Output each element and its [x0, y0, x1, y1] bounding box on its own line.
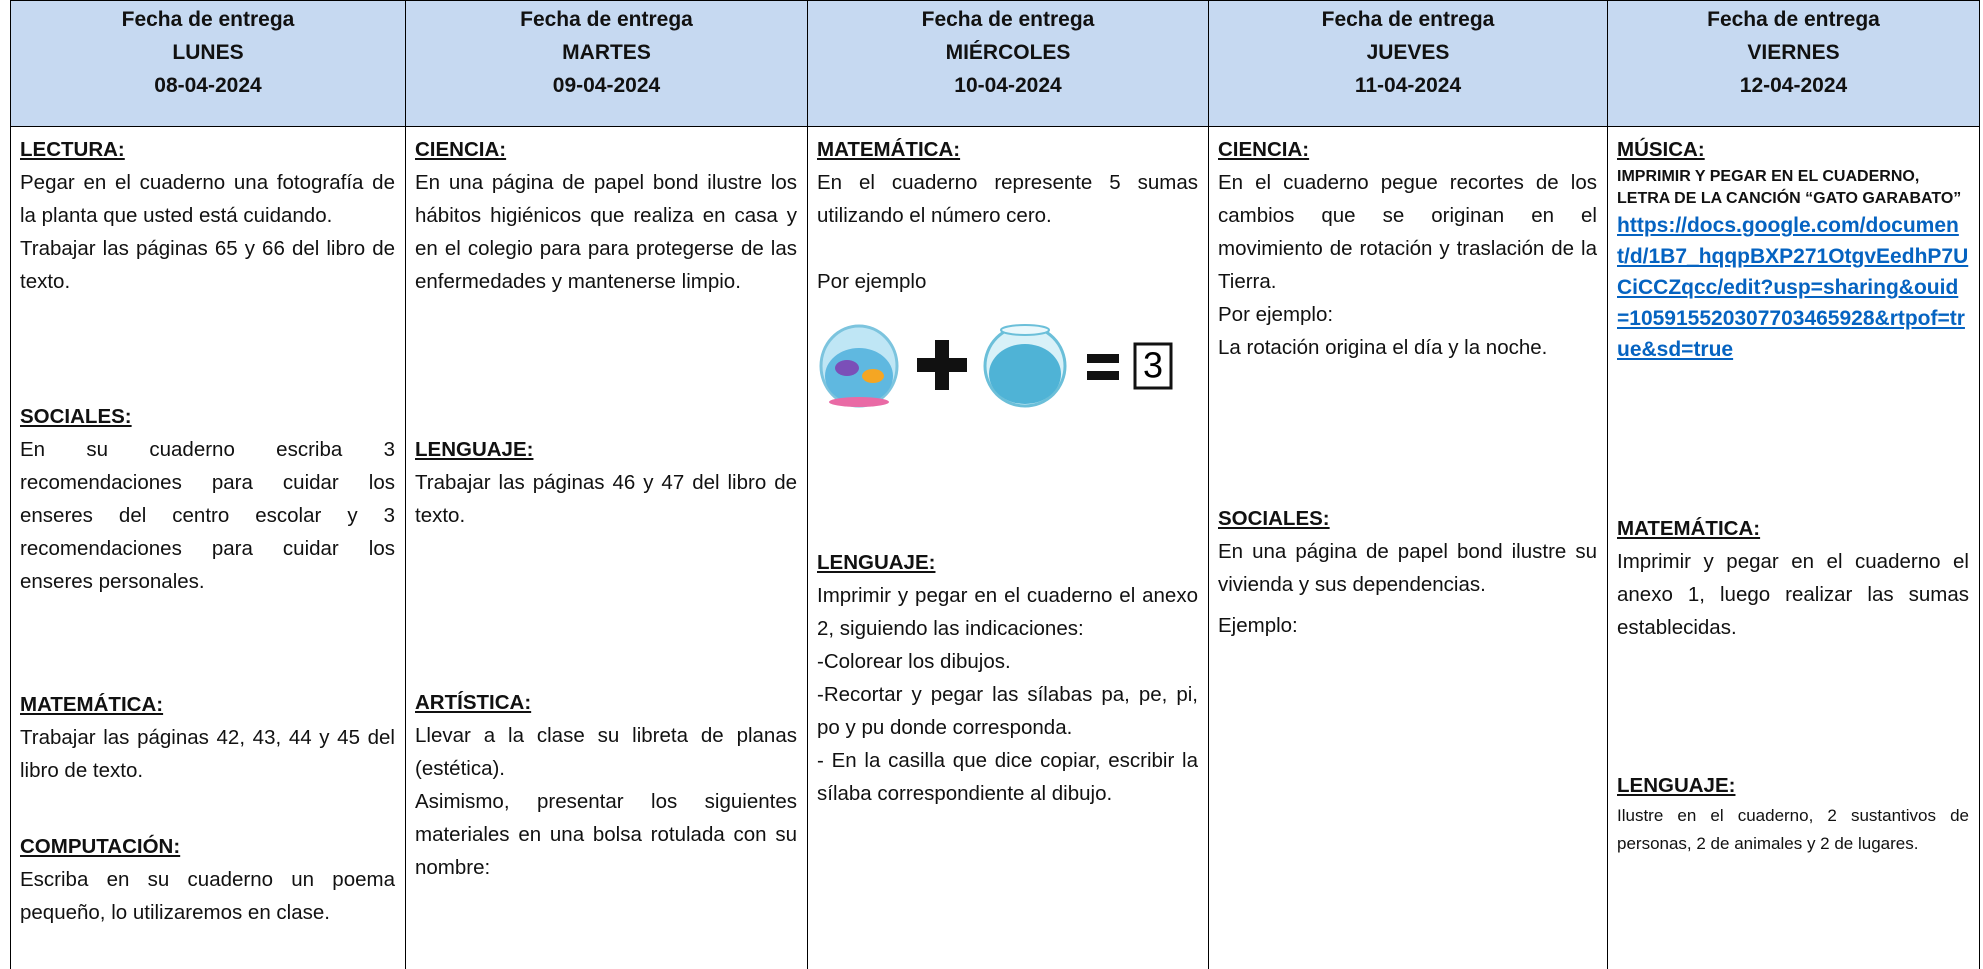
section-title: MÚSICA: — [1617, 138, 1705, 161]
paragraph: IMPRIMIR Y PEGAR EN EL CUADERNO, LETRA D… — [1617, 168, 1962, 207]
section-title: SOCIALES: — [1218, 507, 1330, 530]
section: SOCIALES: En su cuaderno escriba 3 recom… — [20, 400, 395, 598]
section: MATEMÁTICA: Imprimir y pegar en el cuade… — [1617, 512, 1969, 644]
section-title: LENGUAJE: — [1617, 774, 1736, 797]
section: CIENCIA: En una página de papel bond ilu… — [415, 133, 797, 298]
section: SOCIALES: En una página de papel bond il… — [1218, 502, 1597, 642]
section: MATEMÁTICA: Trabajar las páginas 42, 43,… — [20, 688, 395, 787]
header-day: JUEVES — [1366, 41, 1450, 64]
section-title: LECTURA: — [20, 138, 125, 161]
column-header: Fecha de entrega VIERNES 12-04-2024 — [1608, 0, 1979, 127]
header-label: Fecha de entrega — [520, 8, 693, 31]
column-header: Fecha de entrega JUEVES 11-04-2024 — [1209, 0, 1607, 127]
section: MÚSICA: IMPRIMIR Y PEGAR EN EL CUADERNO,… — [1617, 133, 1969, 365]
paragraph: Por ejemplo — [817, 270, 927, 293]
empty-fishbowl — [983, 324, 1067, 408]
section-title: LENGUAJE: — [817, 551, 936, 574]
section: ARTÍSTICA: Llevar a la clase su libreta … — [415, 686, 797, 884]
section: LENGUAJE: Ilustre en el cuaderno, 2 sust… — [1617, 769, 1969, 858]
header-day: LUNES — [172, 41, 244, 64]
paragraph: En el cuaderno pegue recortes de los cam… — [1218, 171, 1597, 293]
section: LECTURA: Pegar en el cuaderno una fotogr… — [20, 133, 395, 298]
section-title: MATEMÁTICA: — [20, 693, 164, 716]
paragraph: Escriba en su cuaderno un poema pequeño,… — [20, 868, 395, 924]
paragraph: Ilustre en el cuaderno, 2 sustantivos de… — [1617, 806, 1969, 853]
header-date: 12-04-2024 — [1739, 74, 1848, 97]
paragraph: Asimismo, presentar los siguientes mater… — [415, 790, 797, 879]
paragraph: En su cuaderno escriba 3 recomendaciones… — [20, 438, 395, 593]
header-label: Fecha de entrega — [121, 8, 295, 31]
paragraph: Imprimir y pegar en el cuaderno el anexo… — [1617, 550, 1969, 639]
column: Fecha de entrega MARTES 09-04-2024 CIENC… — [405, 0, 807, 969]
fishbowl-with-fish — [819, 324, 899, 408]
header-day: MARTES — [562, 41, 651, 64]
section-title: LENGUAJE: — [415, 438, 534, 461]
column-header: Fecha de entrega MARTES 09-04-2024 — [406, 0, 807, 127]
section-title: MATEMÁTICA: — [1617, 517, 1761, 540]
section-title: COMPUTACIÓN: — [20, 835, 181, 858]
header-day: VIERNES — [1747, 41, 1840, 64]
equals-sign — [1087, 354, 1119, 380]
section-title: CIENCIA: — [1218, 138, 1310, 161]
paragraph: En el cuaderno represente 5 sumas utiliz… — [817, 171, 1198, 227]
paragraph: En una página de papel bond ilustre los … — [415, 171, 797, 293]
paragraph: Pegar en el cuaderno una fotografía de l… — [20, 171, 395, 227]
paragraph: - En la casilla que dice copiar, escribi… — [817, 749, 1198, 805]
paragraph: La rotación origina el día y la noche. — [1218, 336, 1548, 359]
column: Fecha de entrega MIÉRCOLES 10-04-2024 MA… — [807, 0, 1208, 969]
section-title: MATEMÁTICA: — [817, 138, 961, 161]
paragraph: -Recortar y pegar las sílabas pa, pe, pi… — [817, 683, 1198, 739]
paragraph: Llevar a la clase su libreta de planas (… — [415, 724, 797, 780]
header-date: 09-04-2024 — [552, 74, 661, 97]
section-title: ARTÍSTICA: — [415, 691, 532, 714]
header-label: Fecha de entrega — [1707, 8, 1880, 31]
paragraph: Trabajar las páginas 46 y 47 del libro d… — [415, 471, 797, 527]
section: COMPUTACIÓN: Escriba en su cuaderno un p… — [20, 830, 395, 929]
paragraph: Imprimir y pegar en el cuaderno el anexo… — [817, 584, 1198, 640]
column-header: Fecha de entrega MIÉRCOLES 10-04-2024 — [808, 0, 1208, 127]
paragraph: Ejemplo: — [1218, 614, 1298, 637]
section: LENGUAJE: Imprimir y pegar en el cuadern… — [817, 546, 1198, 810]
plus-sign — [917, 340, 967, 390]
section-title: CIENCIA: — [415, 138, 507, 161]
column-header: Fecha de entrega LUNES 08-04-2024 — [11, 0, 405, 127]
paragraph: Trabajar las páginas 42, 43, 44 y 45 del… — [20, 726, 395, 782]
document-link[interactable]: https://docs.google.com/document/d/1B7_h… — [1617, 214, 1969, 361]
header-date: 11-04-2024 — [1354, 74, 1462, 97]
section: LENGUAJE: Trabajar las páginas 46 y 47 d… — [415, 433, 797, 532]
header-date: 10-04-2024 — [954, 74, 1062, 97]
answer-number: 3 — [1143, 345, 1163, 386]
section-title: SOCIALES: — [20, 405, 132, 428]
answer-box — [1133, 342, 1173, 390]
header-label: Fecha de entrega — [1321, 8, 1495, 31]
header-date: 08-04-2024 — [154, 74, 262, 97]
column: Fecha de entrega VIERNES 12-04-2024 MÚSI… — [1607, 0, 1980, 969]
paragraph: Por ejemplo: — [1218, 303, 1334, 326]
paragraph: Trabajar las páginas 65 y 66 del libro d… — [20, 237, 395, 293]
paragraph: En una página de papel bond ilustre su v… — [1218, 540, 1597, 596]
header-day: MIÉRCOLES — [945, 41, 1071, 64]
column: Fecha de entrega LUNES 08-04-2024 LECTUR… — [10, 0, 405, 969]
paragraph: -Colorear los dibujos. — [817, 650, 1011, 673]
column: Fecha de entrega JUEVES 11-04-2024 CIENC… — [1208, 0, 1607, 969]
example-illustration: 3 — [819, 324, 1173, 408]
section: CIENCIA: En el cuaderno pegue recortes d… — [1218, 133, 1597, 364]
section: MATEMÁTICA: En el cuaderno represente 5 … — [817, 133, 1198, 414]
header-label: Fecha de entrega — [921, 8, 1095, 31]
